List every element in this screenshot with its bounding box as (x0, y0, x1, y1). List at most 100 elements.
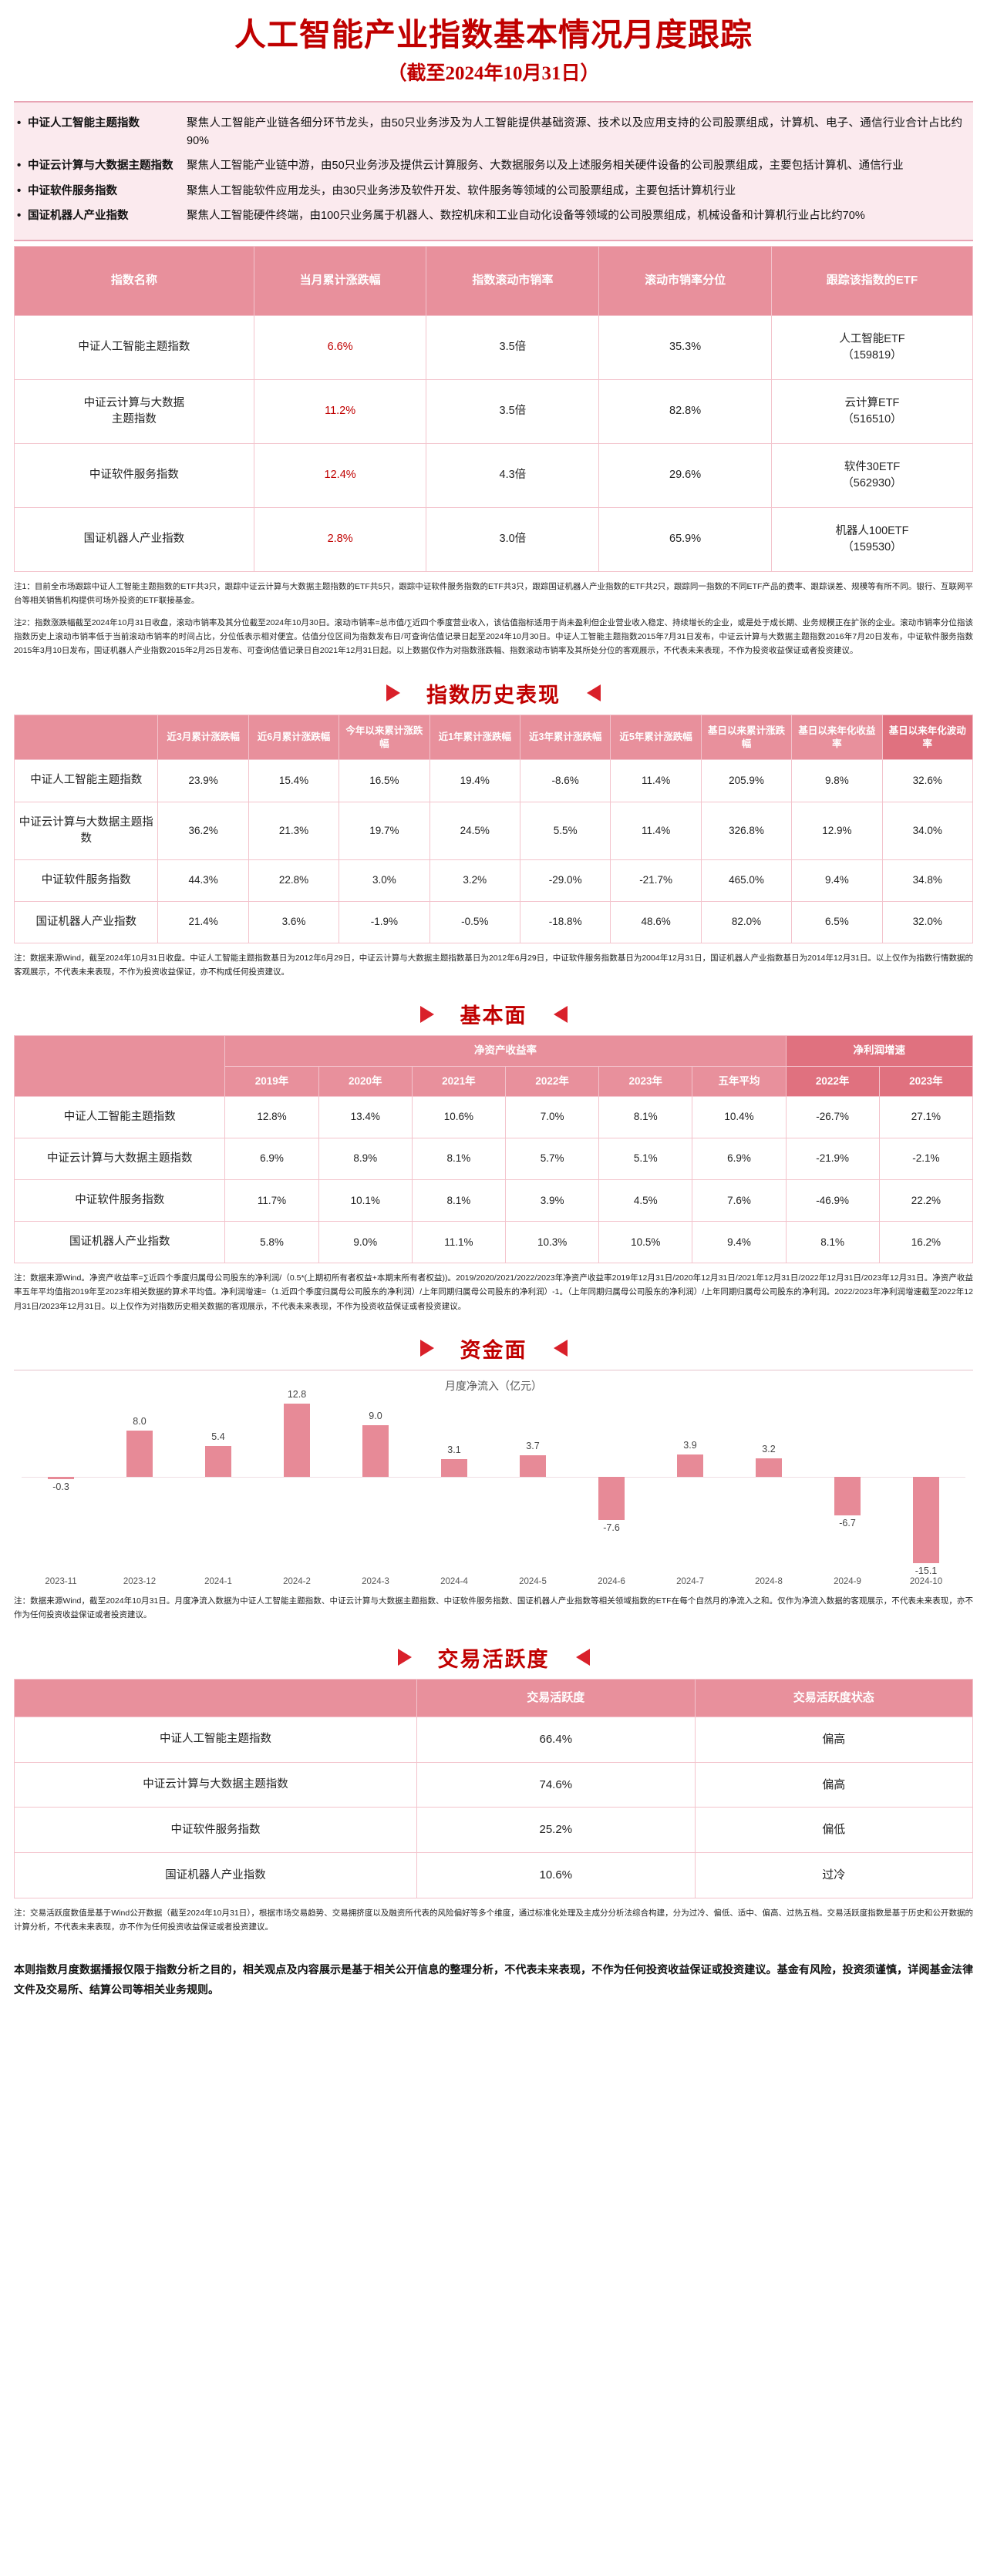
x-axis-tick: 2024-4 (440, 1576, 468, 1586)
cell-6m: 22.8% (248, 859, 340, 902)
cell-1y: 19.4% (429, 759, 521, 802)
note-fundamental: 注：数据来源Wind。净资产收益率=∑近四个季度归属母公司股东的净利润/（0.5… (14, 1273, 973, 1311)
cell-5y: 48.6% (610, 900, 702, 943)
table-header-row: 近3月累计涨跌幅 近6月累计涨跌幅 今年以来累计涨跌幅 近1年累计涨跌幅 近3年… (13, 714, 974, 761)
table-row: 国证机器人产业指数 10.6% 过冷 (13, 1852, 974, 1898)
col-five-year-avg: 五年平均 (692, 1065, 787, 1097)
cell-index-name: 国证机器人产业指数 (14, 506, 254, 572)
col-3y: 近3年累计涨跌幅 (519, 714, 611, 761)
cell-index-name: 中证软件服务指数 (14, 442, 254, 508)
col-ps-percentile: 滚动市销率分位 (598, 246, 772, 316)
table-row: 中证软件服务指数 11.7% 10.1% 8.1% 3.9% 4.5% 7.6%… (13, 1179, 974, 1222)
cell-since-base-return: 326.8% (700, 801, 793, 860)
cell-ps-percentile: 65.9% (598, 506, 772, 572)
x-axis-tick: 2024-5 (519, 1576, 547, 1586)
cell-2019: 11.7% (224, 1179, 319, 1222)
cell-ps-percentile: 35.3% (598, 314, 772, 380)
note-overview-2: 注2：指数涨跌幅截至2024年10月31日收盘，滚动市销率及其分位截至2024年… (14, 617, 973, 656)
cell-2023: 8.1% (598, 1095, 693, 1138)
cell-npg-2022: -26.7% (785, 1095, 880, 1138)
bar (834, 1476, 861, 1515)
cell-1y: -0.5% (429, 900, 521, 943)
table-row: 中证云计算与大数据主题指数 36.2% 21.3% 19.7% 24.5% 5.… (13, 801, 974, 860)
bar-column: 3.1 (415, 1397, 494, 1574)
bar (126, 1431, 153, 1477)
table-row: 国证机器人产业指数 5.8% 9.0% 11.1% 10.3% 10.5% 9.… (13, 1220, 974, 1263)
cell-activity-status: 偏高 (694, 1716, 974, 1763)
bar-value-label: 3.9 (683, 1439, 697, 1451)
cell-2022: 10.3% (505, 1220, 600, 1263)
x-axis-tick: 2024-6 (598, 1576, 625, 1586)
cell-3m: 21.4% (157, 900, 249, 943)
cell-2020: 10.1% (318, 1179, 413, 1222)
bar-value-label: -7.6 (603, 1522, 620, 1534)
cell-index-name: 国证机器人产业指数 (13, 1852, 418, 1898)
bar (284, 1403, 310, 1477)
cell-2019: 12.8% (224, 1095, 319, 1138)
footer-disclaimer: 本则指数月度数据播报仅限于指数分析之目的，相关观点及内容展示是基于相关公开信息的… (14, 1962, 973, 1996)
bar-value-label: 3.1 (447, 1444, 461, 1455)
cell-activity-value: 74.6% (416, 1761, 696, 1808)
bar (441, 1458, 467, 1477)
page-title: 人工智能产业指数基本情况月度跟踪 (234, 17, 753, 52)
cell-annualized-volatility: 34.0% (881, 801, 974, 860)
cell-2023: 4.5% (598, 1179, 693, 1222)
cell-6m: 21.3% (248, 801, 340, 860)
cell-5y: -21.7% (610, 859, 702, 902)
cell-ytd: 3.0% (339, 859, 430, 902)
cell-5y: 11.4% (610, 801, 702, 860)
bar-value-label: 9.0 (369, 1411, 382, 1422)
cell-index-name: 中证云计算与大数据主题指数 (13, 801, 159, 860)
cell-annualized-return: 12.9% (791, 801, 883, 860)
col-activity-value: 交易活跃度 (416, 1678, 696, 1717)
x-axis-tick: 2024-1 (204, 1576, 232, 1586)
cell-index-name: 中证人工智能主题指数 (14, 314, 254, 380)
triangle-left-icon (419, 1340, 434, 1357)
x-axis-tick: 2024-3 (362, 1576, 389, 1586)
cell-npg-2023: 22.2% (878, 1179, 974, 1222)
col-npg-2023: 2023年 (878, 1065, 974, 1097)
triangle-right-icon (587, 684, 601, 702)
cell-since-base-return: 465.0% (700, 859, 793, 902)
bar-column: -15.1 (887, 1397, 965, 1576)
col-month-return: 当月累计涨跌幅 (253, 246, 427, 316)
col-index-name (13, 714, 159, 761)
fund-flow-chart: 月度净流入（亿元） -0.3 8.0 5.4 12.8 9.0 3.1 3.7 -7.6 3.9… (14, 1369, 973, 1586)
cell-3m: 44.3% (157, 859, 249, 902)
definition-name: 中证软件服务指数 (17, 182, 187, 200)
cell-activity-value: 10.6% (416, 1852, 696, 1898)
col-2019: 2019年 (224, 1065, 319, 1097)
table-row: 国证机器人产业指数 2.8% 3.0倍 65.9% 机器人100ETF （1595… (14, 506, 974, 572)
bar-value-label: 8.0 (133, 1416, 147, 1428)
cell-five-year-avg: 6.9% (692, 1137, 787, 1180)
cell-etf: 软件30ETF （562930） (770, 442, 974, 508)
table-row: 中证人工智能主题指数 23.9% 15.4% 16.5% 19.4% -8.6%… (13, 759, 974, 802)
bar-column: 3.2 (729, 1397, 808, 1574)
bar-column: 9.0 (336, 1397, 415, 1574)
x-axis-tick: 2024-9 (834, 1576, 861, 1586)
definition-item: 中证软件服务指数 聚焦人工智能软件应用龙头，由30只业务涉及软件开发、软件服务等… (17, 182, 962, 200)
cell-month-return: 11.2% (253, 378, 427, 444)
cell-annualized-return: 9.8% (791, 759, 883, 802)
cell-etf: 机器人100ETF （159530） (770, 506, 974, 572)
table-row: 中证软件服务指数 44.3% 22.8% 3.0% 3.2% -29.0% -2… (13, 859, 974, 902)
col-index-name (13, 1678, 418, 1717)
bar (677, 1454, 703, 1477)
section-title: 资金面 (460, 1338, 527, 1362)
cell-index-name: 中证软件服务指数 (13, 1807, 418, 1854)
table-row: 中证人工智能主题指数 12.8% 13.4% 10.6% 7.0% 8.1% 1… (13, 1095, 974, 1138)
x-axis-tick: 2024-10 (909, 1576, 943, 1586)
cell-2021: 11.1% (411, 1220, 507, 1263)
cell-1y: 24.5% (429, 801, 521, 860)
cell-five-year-avg: 10.4% (692, 1095, 787, 1138)
cell-activity-status: 偏高 (694, 1761, 974, 1808)
cell-2020: 8.9% (318, 1137, 413, 1180)
cell-2022: 5.7% (505, 1137, 600, 1180)
cell-3y: 5.5% (519, 801, 611, 860)
cell-index-name: 中证云计算与大数据主题指数 (13, 1761, 418, 1808)
cell-3y: -18.8% (519, 900, 611, 943)
cell-6m: 15.4% (248, 759, 340, 802)
section-banner-activity: 交易活跃度 (0, 1643, 987, 1673)
definition-desc: 聚焦人工智能硬件终端，由100只业务属于机器人、数控机床和工业自动化设备等领域的… (187, 210, 865, 223)
x-axis-labels: 2023-11 2023-12 2024-1 2024-2 2024-3 2024-4 20… (22, 1577, 965, 1586)
